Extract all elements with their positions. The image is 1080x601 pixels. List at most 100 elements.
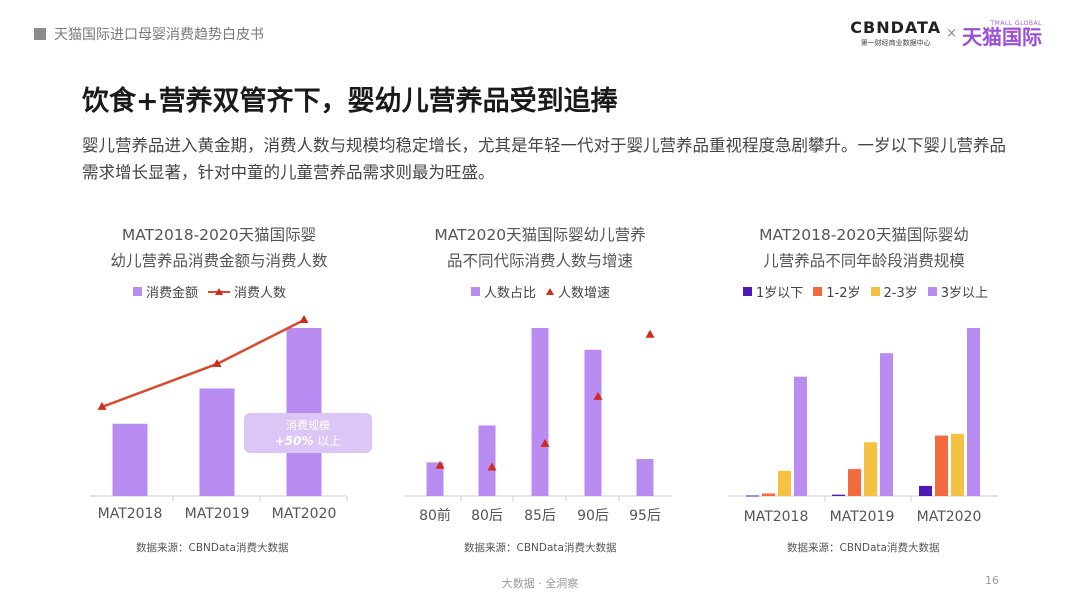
chart1-annotation-box [244, 413, 372, 453]
chart1-bar [286, 328, 322, 496]
chart2-bar [531, 328, 549, 496]
page-title: 饮食+营养双管齐下，婴幼儿营养品受到追捧 [82, 86, 618, 117]
chart3-legend: 1岁以下 1-2岁 2-3岁 3岁以上 [743, 282, 998, 301]
chart3-bar [919, 485, 932, 496]
chart1-legend-users: 消费人数 [208, 282, 286, 301]
chart2-x-tick-label: 85后 [524, 508, 556, 524]
chart1-users-marker [212, 358, 222, 367]
chart1-annotation-line1: 消费规模 [286, 418, 330, 432]
chart2-bar [584, 349, 602, 496]
chart2-growth-marker [435, 460, 445, 469]
chart3-source: 数据来源：CBNData消费大数据 [787, 542, 940, 554]
purple-swatch-icon [471, 287, 480, 296]
chart3-legend-item: 1岁以下 [743, 282, 803, 301]
chart2-growth-marker [593, 391, 603, 400]
logo-separator: × [946, 25, 957, 41]
chart1-annotation-line2: +50% 以上 [275, 434, 342, 448]
color-swatch-icon [813, 287, 823, 296]
chart1-legend-users-label: 消费人数 [234, 286, 287, 301]
chart2-bar [636, 459, 654, 496]
chart1-bar [199, 388, 235, 496]
chart1-legend: 消费金额 消费人数 [133, 282, 296, 301]
color-swatch-icon [927, 287, 937, 296]
chart1-users-marker [97, 401, 107, 410]
chart2-title-line2: 品不同代际消费人数与增速 [446, 252, 633, 270]
chart1-title: MAT2018-2020天猫国际婴 幼儿营养品消费金额与消费人数 [79, 222, 359, 274]
chart2-bar [426, 462, 444, 496]
chart1-annotation-strong: +50% [275, 434, 314, 448]
chart2-title: MAT2020天猫国际婴幼儿营养 品不同代际消费人数与增速 [400, 222, 680, 274]
header-square-icon [34, 28, 46, 40]
line-triangle-swatch-icon [208, 287, 231, 297]
chart2-growth-marker [645, 329, 655, 338]
chart1-source: 数据来源：CBNData消费大数据 [136, 542, 289, 554]
chart3-legend-label: 2-3岁 [883, 286, 918, 301]
chart3-x-tick-label: MAT2020 [917, 509, 982, 525]
color-swatch-icon [743, 287, 752, 296]
chart3-title-line1: MAT2018-2020天猫国际婴幼 [759, 226, 969, 244]
chart2-source: 数据来源：CBNData消费大数据 [464, 542, 617, 554]
chart1-title-line1: MAT2018-2020天猫国际婴 [121, 226, 317, 244]
chart2-x-tick-label: 95后 [629, 508, 661, 524]
chart3-bar [967, 328, 980, 496]
footer-slogan: 大数据 · 全洞察 [501, 577, 579, 590]
chart1-x-tick-label: MAT2019 [185, 506, 250, 522]
page-number: 16 [985, 574, 999, 587]
color-swatch-icon [870, 287, 880, 296]
chart1-legend-amount-label: 消费金额 [146, 286, 199, 301]
header-title: 天猫国际进口母婴消费趋势白皮书 [54, 27, 264, 43]
chart3-legend-item: 3岁以上 [927, 282, 989, 301]
chart3-bar [778, 470, 791, 496]
chart3-bar [935, 435, 948, 496]
chart3-plot: MAT2018 MAT2019 MAT2020 [728, 328, 998, 525]
chart3-bar [832, 494, 845, 496]
chart3-bar [762, 493, 775, 496]
chart3-bar [880, 353, 893, 496]
chart2-title-line1: MAT2020天猫国际婴幼儿营养 [434, 226, 646, 244]
cbndata-logo-text: CBNDATA [850, 18, 942, 37]
tmall-logo-text: 天猫国际 [962, 24, 1042, 49]
logo-area: CBNDATA 第一财经商业数据中心 × TMALL GLOBAL 天猫国际 [850, 18, 1042, 48]
header-bar: 天猫国际进口母婴消费趋势白皮书 [34, 24, 264, 44]
chart3-bar [746, 495, 759, 497]
chart3-bar [794, 376, 807, 496]
chart1-plot: MAT2018 MAT2019 MAT2020 消费规模 +50% 以上 [90, 315, 372, 522]
tmall-global-logo: TMALL GLOBAL 天猫国际 [962, 20, 1042, 47]
chart3-legend-label: 3岁以上 [940, 286, 989, 301]
tmall-logo-subtitle: TMALL GLOBAL [990, 19, 1042, 27]
chart3-title-line2: 儿营养品不同年龄段消费规模 [763, 252, 965, 270]
chart3-legend-label: 1岁以下 [756, 286, 804, 301]
chart3-bar [848, 469, 861, 496]
chart2-growth-marker [487, 462, 497, 471]
cbndata-logo: CBNDATA 第一财经商业数据中心 [850, 18, 941, 48]
chart3-title: MAT2018-2020天猫国际婴幼 儿营养品不同年龄段消费规模 [724, 222, 1004, 274]
chart3-legend-item: 2-3岁 [870, 282, 918, 301]
chart2-legend-share-label: 人数占比 [484, 286, 537, 301]
chart2-x-tick-label: 80后 [471, 508, 503, 524]
chart3-x-tick-label: MAT2019 [830, 509, 895, 525]
chart1-x-tick-label: MAT2020 [272, 506, 337, 522]
chart2-legend: 人数占比 人数增速 [471, 282, 620, 301]
chart1-users-marker [299, 315, 309, 323]
chart1-legend-amount: 消费金额 [133, 282, 198, 301]
chart1-annotation-rest: 以上 [313, 434, 341, 448]
chart2-legend-growth-label: 人数增速 [558, 286, 611, 301]
chart2-bar [478, 425, 496, 496]
chart2-legend-growth: 人数增速 [546, 282, 610, 301]
chart3-legend-item: 1-2岁 [813, 282, 861, 301]
chart1-title-line2: 幼儿营养品消费金额与消费人数 [110, 252, 328, 270]
chart2-plot: 80前 80后 85后 90后 95后 [405, 328, 671, 524]
chart2-growth-marker [540, 438, 550, 447]
chart3-bar [951, 433, 964, 496]
chart1-x-tick-label: MAT2018 [98, 506, 163, 522]
purple-swatch-icon [133, 287, 142, 296]
chart2-x-tick-label: 80前 [419, 507, 451, 524]
chart3-bar [864, 442, 877, 496]
chart1-bar [112, 423, 148, 496]
red-triangle-icon [546, 288, 555, 295]
cbndata-logo-subtitle: 第一财经商业数据中心 [860, 39, 931, 47]
chart1-annotation: 消费规模 +50% 以上 [244, 413, 372, 453]
chart3-legend-label: 1-2岁 [826, 286, 861, 301]
chart2-legend-share: 人数占比 [471, 282, 536, 301]
chart2-x-tick-label: 90后 [577, 508, 609, 524]
